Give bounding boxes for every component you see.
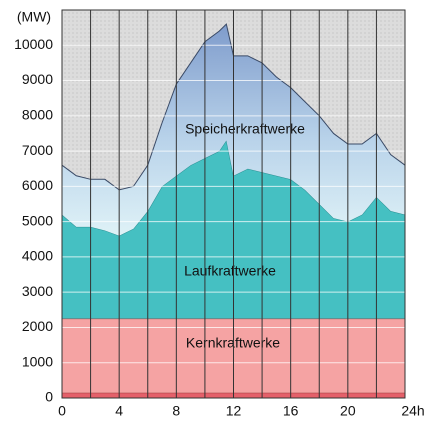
y-tick-label: 1000 bbox=[22, 353, 53, 369]
y-tick-label: 2000 bbox=[22, 318, 53, 334]
y-tick-label: 8000 bbox=[22, 107, 53, 123]
x-tick-label: 0 bbox=[58, 403, 66, 419]
series-label: Speicherkraftwerke bbox=[185, 121, 305, 137]
area-edge bbox=[61, 23, 406, 191]
x-tick-label: 16 bbox=[283, 403, 299, 419]
x-tick-label: 8 bbox=[172, 403, 180, 419]
x-tick-label: 4 bbox=[115, 403, 123, 419]
y-tick-label: 10000 bbox=[14, 36, 53, 52]
plot-frame bbox=[61, 9, 406, 399]
y-tick-label: 9000 bbox=[22, 71, 53, 87]
x-tick-label: 12 bbox=[226, 403, 242, 419]
y-axis-label: (MW) bbox=[17, 9, 51, 25]
x-tick-label: 20 bbox=[340, 403, 356, 419]
series-label: Laufkraftwerke bbox=[184, 263, 276, 279]
y-tick-label: 5000 bbox=[22, 212, 53, 228]
y-tick-label: 3000 bbox=[22, 283, 53, 299]
x-tick-label: 24h bbox=[401, 403, 424, 419]
y-tick-label: 6000 bbox=[22, 177, 53, 193]
y-tick-label: 0 bbox=[45, 389, 53, 405]
y-tick-label: 4000 bbox=[22, 248, 53, 264]
y-tick-label: 7000 bbox=[22, 142, 53, 158]
